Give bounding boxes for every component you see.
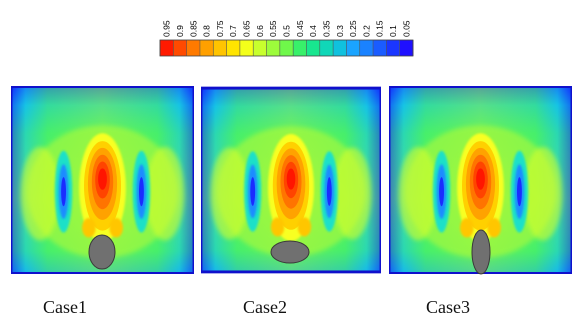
contour-panel-case2: Case2 — [201, 88, 381, 317]
colorbar-swatch — [319, 40, 334, 56]
colorbar-swatch — [306, 40, 321, 56]
colorbar-swatch — [373, 40, 387, 56]
colorbar-tick-label: 0.85 — [188, 20, 198, 37]
colorbar-swatch — [213, 40, 227, 56]
colorbar-tick-label: 0.8 — [202, 25, 212, 37]
colorbar-swatch — [186, 40, 201, 56]
contour-panel-case3: Case3 — [389, 87, 572, 317]
colorbar-tick-label: 0.2 — [361, 25, 371, 37]
solid-blob-case3 — [471, 229, 491, 275]
contour-panel-case1: Case1 — [11, 87, 194, 317]
colorbar-tick-label: 0.4 — [308, 25, 318, 37]
colorbar-tick-label: 0.6 — [255, 25, 265, 37]
colorbar-swatch — [386, 40, 400, 56]
colorbar-swatch — [293, 40, 307, 56]
colorbar-tick-label: 0.25 — [348, 20, 358, 37]
colorbar-tick-label: 0.3 — [335, 25, 345, 37]
colorbar-swatch — [279, 40, 294, 56]
colorbar-tick-label: 0.7 — [228, 25, 238, 37]
colorbar-swatch — [199, 40, 214, 56]
solid-blob-case1 — [88, 234, 116, 270]
colorbar-tick-label: 0.05 — [401, 20, 411, 37]
colorbar-tick-label: 0.5 — [282, 25, 292, 37]
colorbar-swatch — [399, 40, 414, 56]
case-label: Case2 — [243, 297, 287, 317]
colorbar-swatch — [346, 40, 361, 56]
colorbar-tick-label: 0.15 — [375, 20, 385, 37]
colorbar-tick-label: 0.9 — [175, 25, 185, 37]
colorbar-swatch — [239, 40, 254, 56]
colorbar-swatch — [359, 40, 374, 56]
colorbar-tick-label: 0.1 — [388, 25, 398, 37]
solid-blob-case2 — [270, 240, 310, 264]
colorbar-tick-label: 0.75 — [215, 20, 225, 37]
colorbar-swatch — [253, 40, 267, 56]
colorbar-tick-label: 0.45 — [295, 20, 305, 37]
colorbar-swatch — [173, 40, 187, 56]
colorbar-swatch — [160, 40, 174, 56]
colorbar-swatch — [226, 40, 241, 56]
colorbar-tick-label: 0.55 — [268, 20, 278, 37]
colorbar-tick-label: 0.35 — [321, 20, 331, 37]
colorbar-swatch — [266, 40, 281, 56]
case-label: Case1 — [43, 297, 87, 317]
colorbar-swatch — [333, 40, 347, 56]
colorbar-border — [159, 39, 414, 57]
colorbar-tick-label: 0.95 — [162, 20, 172, 37]
case-label: Case3 — [426, 297, 470, 317]
colorbar-tick-label: 0.65 — [242, 20, 252, 37]
colorbar: 0.95 0.9 0.85 0.8 0.75 0.7 0.65 0.6 0.55 0.5 0.45 0… — [159, 20, 414, 57]
